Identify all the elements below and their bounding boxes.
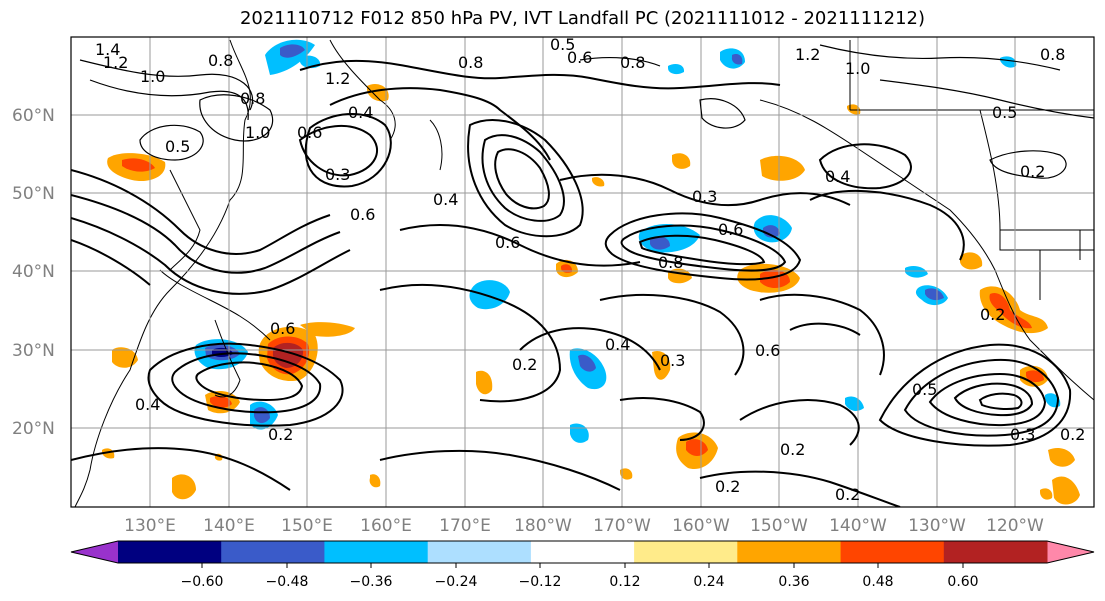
lat-label-60n: 60°N bbox=[12, 106, 55, 126]
contour-label: 0.5 bbox=[912, 380, 937, 399]
colorbar-tick-label: 0.12 bbox=[609, 574, 640, 590]
colorbar-right-extend bbox=[1047, 541, 1094, 563]
lat-label-40n: 40°N bbox=[12, 262, 55, 282]
contour-label: 0.4 bbox=[135, 395, 160, 414]
contour-label: 0.6 bbox=[567, 48, 592, 67]
lon-label: 160°E bbox=[360, 516, 412, 536]
contour-label: 1.0 bbox=[245, 123, 270, 142]
lon-label: 170°W bbox=[593, 516, 651, 536]
longitude-labels: 130°E 140°E 150°E 160°E 170°E 180°W 170°… bbox=[124, 516, 1044, 536]
contour-label: 0.4 bbox=[433, 190, 458, 209]
contour-label: 0.2 bbox=[835, 485, 860, 504]
map-content bbox=[71, 37, 1094, 507]
colorbar-tick-label: −0.24 bbox=[435, 574, 478, 590]
contour-label: 0.5 bbox=[550, 35, 575, 54]
contour-label: 0.5 bbox=[992, 103, 1017, 122]
contour-label: 0.6 bbox=[718, 220, 743, 239]
colorbar-bin bbox=[118, 541, 222, 563]
contour-label: 1.2 bbox=[325, 69, 350, 88]
contour-label: 0.6 bbox=[495, 233, 520, 252]
contour-label: 0.8 bbox=[658, 253, 683, 272]
contour-label: 0.4 bbox=[605, 335, 630, 354]
colorbar-tick-label: 0.48 bbox=[862, 574, 893, 590]
pv-contours-thin bbox=[79, 44, 1094, 179]
lon-label: 130°W bbox=[908, 516, 966, 536]
colorbar-bin bbox=[634, 541, 738, 563]
colorbar-bin bbox=[737, 541, 841, 563]
contour-label: 0.8 bbox=[240, 89, 265, 108]
contour-label: 1.2 bbox=[795, 45, 820, 64]
contour-label: 0.6 bbox=[297, 123, 322, 142]
contour-label: 0.2 bbox=[715, 477, 740, 496]
lon-label: 150°E bbox=[281, 516, 333, 536]
lon-label: 160°W bbox=[672, 516, 730, 536]
colorbar: −0.60 −0.48 −0.36 −0.24 −0.12 0.12 0.24 … bbox=[70, 540, 1095, 590]
colorbar-bin bbox=[943, 541, 1048, 563]
lon-label: 130°E bbox=[124, 516, 176, 536]
lat-label-50n: 50°N bbox=[12, 184, 55, 204]
lat-label-20n: 20°N bbox=[12, 419, 55, 439]
contour-label: 0.3 bbox=[660, 351, 685, 370]
contour-label: 1.4 bbox=[95, 40, 120, 59]
contour-label: 0.8 bbox=[208, 51, 233, 70]
contour-label: 0.2 bbox=[512, 355, 537, 374]
map-title: 2021110712 F012 850 hPa PV, IVT Landfall… bbox=[239, 8, 926, 29]
contour-label: 0.2 bbox=[780, 440, 805, 459]
contour-label: 0.6 bbox=[755, 341, 780, 360]
coastlines bbox=[74, 39, 1094, 507]
map-border bbox=[70, 36, 1095, 508]
colorbar-tick-label: −0.60 bbox=[181, 574, 224, 590]
latitude-labels: 60°N 50°N 40°N 30°N 20°N bbox=[12, 106, 55, 439]
colorbar-left-extend bbox=[71, 541, 118, 563]
contour-label: 0.3 bbox=[325, 165, 350, 184]
colorbar-tick-label: −0.48 bbox=[266, 574, 309, 590]
colorbar-tick-label: 0.24 bbox=[693, 574, 724, 590]
contour-label: 0.2 bbox=[980, 305, 1005, 324]
contour-label: 0.8 bbox=[458, 53, 483, 72]
lat-label-30n: 30°N bbox=[12, 341, 55, 361]
colorbar-bin bbox=[221, 541, 325, 563]
contour-label: 0.2 bbox=[1060, 425, 1085, 444]
lon-label: 170°E bbox=[439, 516, 491, 536]
contour-label: 1.2 bbox=[103, 53, 128, 72]
lon-label: 140°E bbox=[203, 516, 255, 536]
colorbar-outline bbox=[70, 540, 1095, 564]
colorbar-bin bbox=[324, 541, 429, 563]
contour-labels: 1.4 1.2 1.0 0.8 0.8 1.2 0.4 1.0 0.5 0.6 … bbox=[95, 35, 1085, 504]
colorbar-bin bbox=[840, 541, 945, 563]
contour-label: 0.8 bbox=[620, 53, 645, 72]
ivt-contours bbox=[71, 59, 1072, 507]
lon-label: 120°W bbox=[986, 516, 1044, 536]
colorbar-tick-label: −0.36 bbox=[350, 574, 393, 590]
contour-label: 0.2 bbox=[268, 425, 293, 444]
contour-label: 0.8 bbox=[1040, 45, 1065, 64]
contour-label: 0.3 bbox=[1010, 425, 1035, 444]
contour-label: 0.6 bbox=[350, 205, 375, 224]
colorbar-tick-label: −0.12 bbox=[519, 574, 562, 590]
lon-label: 180°W bbox=[514, 516, 572, 536]
colorbar-tick-label: 0.60 bbox=[947, 574, 978, 590]
contour-label: 1.0 bbox=[140, 67, 165, 86]
colorbar-ticks bbox=[201, 563, 964, 568]
contour-label: 0.3 bbox=[692, 187, 717, 206]
contour-label: 0.4 bbox=[825, 167, 850, 186]
colorbar-bin bbox=[427, 541, 532, 563]
contour-label: 0.5 bbox=[165, 137, 190, 156]
contour-label: 1.0 bbox=[845, 59, 870, 78]
lon-label: 140°W bbox=[829, 516, 887, 536]
contour-label: 0.2 bbox=[1020, 162, 1045, 181]
contour-label: 0.4 bbox=[348, 103, 373, 122]
contour-label: 0.6 bbox=[270, 319, 295, 338]
colorbar-bin bbox=[530, 541, 635, 563]
colorbar-tick-label: 0.36 bbox=[778, 574, 809, 590]
lon-label: 150°W bbox=[750, 516, 808, 536]
